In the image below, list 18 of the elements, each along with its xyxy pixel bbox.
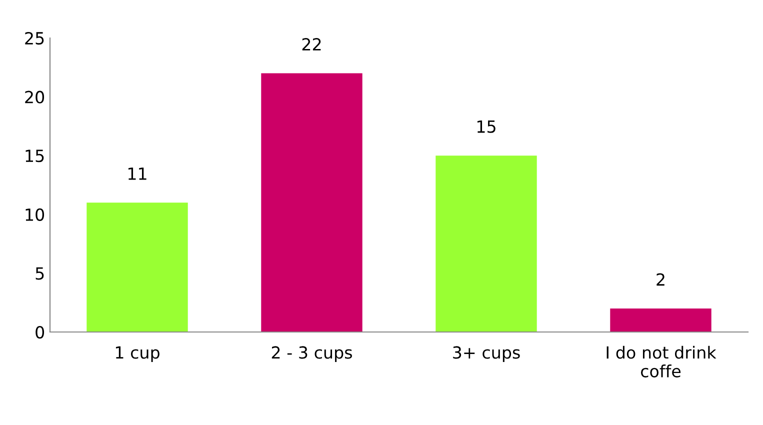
y-tick-label: 20 [25,90,44,104]
bar [261,73,362,332]
x-tick-label: I do not drink coffe [606,346,716,378]
bar [86,202,188,332]
data-label: 2 [656,273,664,286]
data-label: 15 [477,120,496,133]
x-tick-label: 2 - 3 cups [272,346,352,362]
data-label: 11 [128,168,146,180]
y-tick-label: 0 [36,326,44,339]
data-label: 22 [302,38,321,50]
x-tick-label: 3+ cups [453,346,520,362]
bar [436,156,537,332]
bar [610,308,712,332]
y-tick-label: 25 [25,32,44,45]
y-tick-label: 15 [26,150,44,162]
x-tick-label: 1 cup [116,346,160,362]
y-tick-label: 10 [26,208,44,221]
y-tick-label: 5 [36,267,44,280]
